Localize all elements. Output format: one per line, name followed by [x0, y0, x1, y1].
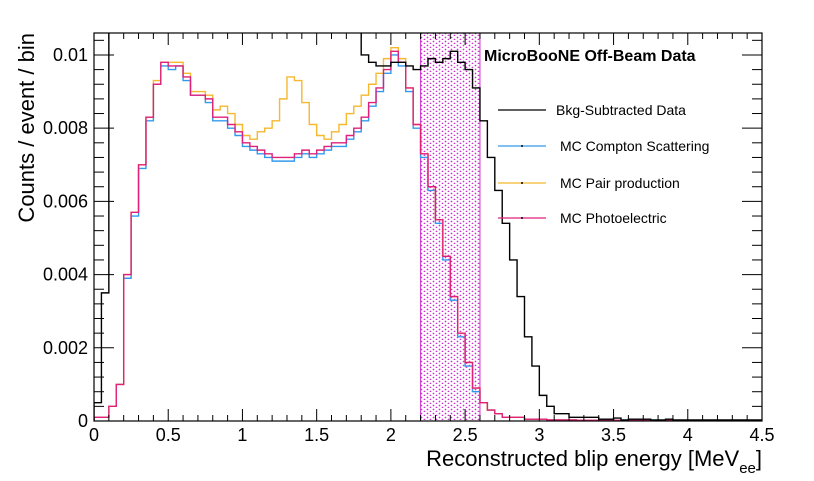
- x-axis-title-close: ]: [756, 446, 762, 471]
- legend-label-pair: MC Pair production: [560, 175, 680, 191]
- x-tick-labels: 0 0.5 1 1.5 2 2.5 3 3.5 4 4.5: [89, 425, 775, 445]
- x-tick-label: 0.5: [156, 425, 181, 445]
- x-axis-title-main: Reconstructed blip energy [MeV: [426, 446, 739, 471]
- x-tick-label: 3: [534, 425, 544, 445]
- x-tick-label: 1.5: [304, 425, 329, 445]
- y-tick-label: 0.004: [43, 265, 88, 285]
- y-tick-label: 0: [78, 411, 88, 431]
- legend: Bkg-Subtracted Data MC Compton Scatterin…: [498, 102, 709, 226]
- y-axis-title: Counts / event / bin: [14, 33, 39, 223]
- energy-band-layer: [420, 33, 481, 421]
- legend-marker-pair: [521, 182, 523, 184]
- y-tick-label: 0.002: [43, 338, 88, 358]
- y-tick-labels: 0 0.002 0.004 0.006 0.008 0.01: [43, 45, 88, 431]
- x-axis-title-subscript: ee: [739, 460, 756, 477]
- legend-label-compton: MC Compton Scattering: [560, 138, 709, 154]
- x-tick-label: 4: [683, 425, 693, 445]
- x-tick-label: 2: [386, 425, 396, 445]
- legend-label-photo: MC Photoelectric: [560, 210, 667, 226]
- chart-title: MicroBooNE Off-Beam Data: [484, 48, 696, 65]
- x-tick-label: 0: [89, 425, 99, 445]
- x-axis-title: Reconstructed blip energy [MeVee]: [426, 446, 762, 477]
- plot-frame: [93, 32, 763, 422]
- x-tick-label: 1: [237, 425, 247, 445]
- y-tick-label: 0.01: [53, 45, 88, 65]
- legend-label-data: Bkg-Subtracted Data: [556, 102, 686, 118]
- legend-marker-photo: [521, 217, 523, 219]
- y-tick-label: 0.006: [43, 191, 88, 211]
- series-photo-line: [94, 50, 762, 421]
- energy-band-fill: [420, 33, 480, 421]
- y-tick-label: 0.008: [43, 118, 88, 138]
- tick-layer: [93, 33, 763, 422]
- x-tick-label: 3.5: [601, 425, 626, 445]
- x-tick-label: 2.5: [453, 425, 478, 445]
- legend-marker-compton: [521, 145, 523, 147]
- x-tick-label: 4.5: [749, 425, 774, 445]
